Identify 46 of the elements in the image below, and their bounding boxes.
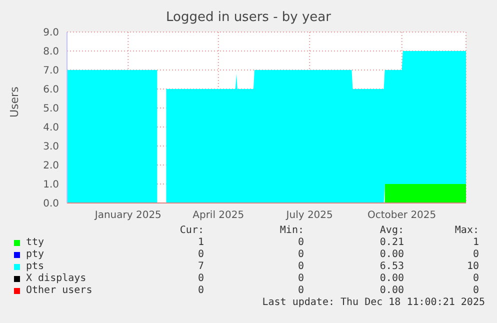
y-tick-label: 9.0 (43, 28, 59, 39)
legend-label: X displays (25, 273, 88, 285)
x-tick-label: July 2025 (285, 210, 333, 222)
y-tick-label: 6.0 (43, 84, 59, 96)
text: 0 (296, 285, 304, 297)
text: 0 (196, 249, 204, 261)
text: 0 (296, 249, 304, 261)
y-tick-label: 8.0 (43, 46, 59, 58)
text: 0.00 (378, 285, 404, 297)
x-tick-label: October 2025 (368, 210, 436, 222)
y-tick-label: 0.0 (43, 198, 59, 210)
text: 0.00 (378, 273, 404, 285)
text: 0 (296, 273, 304, 285)
text: Min: (278, 225, 304, 237)
text: Avg: (378, 225, 404, 237)
y-tick-label: 7.0 (43, 66, 59, 77)
text: 10 (466, 261, 479, 273)
text: 1 (196, 237, 204, 249)
text: 0.21 (378, 237, 404, 249)
text: 7 (196, 261, 204, 273)
text: 0 (472, 249, 479, 261)
text: 0 (196, 285, 204, 297)
text: Last update: Thu Dec 18 11:00:21 2025 (261, 297, 485, 308)
text: Cur: (178, 225, 204, 237)
legend-label: pty (25, 249, 46, 261)
y-tick-label: 3.0 (43, 142, 59, 153)
text: 6.53 (378, 261, 404, 273)
y-tick-label: 1.0 (43, 180, 59, 191)
y-tick-label: 4.0 (43, 122, 59, 134)
legend-label: tty (25, 237, 46, 249)
text: 0 (296, 237, 304, 249)
text: 0 (196, 273, 204, 285)
x-tick-label: January 2025 (94, 210, 162, 222)
y-axis-title: Users (8, 86, 21, 118)
legend-label: Other users (25, 285, 94, 297)
text: 0 (296, 261, 304, 273)
y-tick-label: 5.0 (43, 104, 59, 115)
text: 1 (472, 237, 479, 249)
text: Max: (454, 225, 479, 237)
text: 0 (472, 285, 479, 297)
chart-title: Logged in users - by year (164, 9, 332, 27)
text: 0.00 (378, 249, 404, 261)
y-tick-label: 2.0 (43, 160, 59, 172)
x-tick-label: April 2025 (192, 210, 244, 222)
legend-label: pts (25, 261, 46, 273)
text: 0 (472, 273, 479, 285)
